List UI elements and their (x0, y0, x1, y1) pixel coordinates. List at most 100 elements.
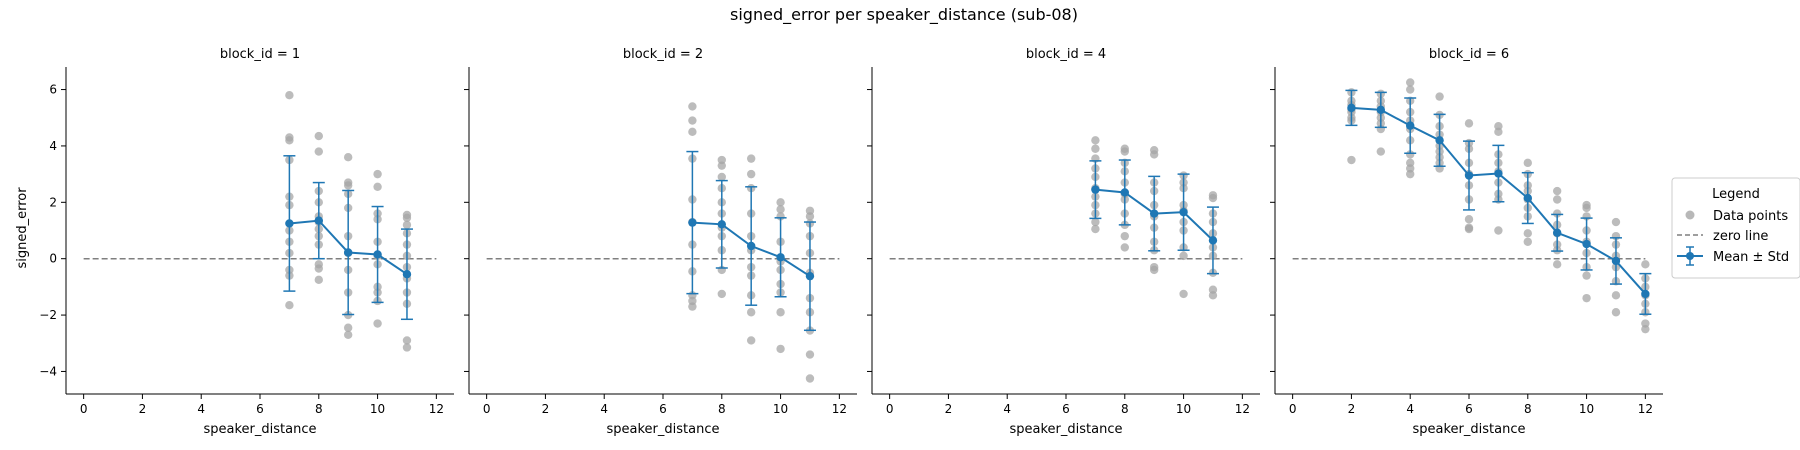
figure-title: signed_error per speaker_distance (sub-0… (730, 5, 1078, 25)
data-point (314, 147, 323, 156)
legend-entry-data-points: Data points (1713, 209, 1788, 224)
mean-marker (1552, 228, 1562, 237)
data-point (805, 350, 815, 359)
panel-title: block_id = 1 (220, 47, 300, 62)
data-point (402, 213, 412, 223)
data-point (1406, 85, 1415, 94)
data-point (285, 136, 294, 145)
mean-marker (1179, 207, 1188, 217)
data-point (285, 90, 294, 100)
facet-panel-1: block_id = 1 0 2 4 6 8 10 12 −4 −2 0 2 4 6 speaker_dis… (39, 47, 454, 437)
x-tick-label: 6 (1465, 402, 1473, 416)
x-tick-label: 12 (1235, 402, 1250, 416)
x-tick-label: 12 (832, 402, 847, 416)
data-point (776, 198, 785, 207)
data-point (1435, 92, 1444, 101)
panel-title: block_id = 6 (1429, 47, 1509, 62)
data-point (1179, 251, 1188, 261)
legend-entry-mean-std: Mean ± Std (1713, 250, 1789, 265)
mean-marker (1523, 193, 1532, 203)
data-point (1641, 324, 1650, 334)
x-axis-label: speaker_distance (204, 422, 317, 437)
data-point (343, 330, 353, 340)
x-tick-label: 8 (315, 402, 323, 416)
data-point (1552, 260, 1562, 269)
data-point (776, 308, 785, 317)
legend-data-points-marker (1685, 210, 1695, 220)
data-point (1208, 291, 1218, 300)
data-point (1582, 271, 1591, 280)
x-tick-label: 2 (945, 402, 953, 416)
x-tick-label: 10 (1579, 402, 1594, 416)
panel-title: block_id = 4 (1026, 47, 1106, 62)
data-point (1120, 231, 1129, 241)
data-point (1611, 308, 1621, 317)
mean-marker (1641, 289, 1650, 299)
mean-marker (717, 220, 726, 229)
data-point (688, 102, 697, 111)
x-tick-label: 8 (718, 402, 726, 416)
y-tick-label: 0 (49, 252, 57, 266)
data-point (1149, 150, 1159, 159)
data-point (1582, 203, 1591, 213)
data-point (1406, 150, 1415, 159)
x-tick-label: 0 (80, 402, 88, 416)
x-tick-label: 0 (1289, 402, 1297, 416)
mean-marker (1120, 188, 1129, 197)
data-point (1091, 224, 1100, 234)
data-point (717, 289, 726, 299)
panel-title: block_id = 2 (623, 47, 703, 62)
data-point (1641, 260, 1650, 269)
data-point (1376, 147, 1386, 156)
data-point (1552, 209, 1562, 218)
mean-marker (1406, 121, 1415, 130)
y-tick-label: 4 (49, 139, 57, 153)
data-point (746, 154, 756, 163)
mean-marker (805, 271, 815, 281)
x-tick-label: 12 (429, 402, 444, 416)
data-point (1611, 217, 1621, 227)
data-point (717, 161, 726, 170)
data-point (1347, 155, 1356, 165)
data-point (1494, 226, 1503, 235)
x-tick-label: 2 (542, 402, 550, 416)
legend-mean-std-marker (1686, 252, 1694, 260)
x-tick-label: 12 (1638, 402, 1653, 416)
legend-frame (1671, 177, 1800, 279)
y-tick-label: 2 (49, 195, 57, 209)
x-tick-label: 6 (256, 402, 264, 416)
x-tick-label: 4 (1406, 402, 1414, 416)
facet-panel-3: block_id = 4 0 2 4 6 8 10 12 speaker_distance (867, 47, 1260, 437)
data-point (373, 169, 382, 179)
data-point (1406, 78, 1415, 87)
legend: Legend Data points zero line Mean ± Std (1671, 177, 1800, 279)
data-point (805, 374, 815, 383)
data-point (402, 220, 412, 230)
data-point (1091, 144, 1100, 153)
x-axis-label: speaker_distance (607, 422, 720, 437)
data-point (776, 344, 785, 354)
data-point (1179, 289, 1188, 299)
data-point (402, 343, 412, 352)
data-point (805, 212, 815, 221)
x-tick-label: 0 (483, 402, 491, 416)
mean-marker (1611, 256, 1621, 266)
mean-marker (688, 218, 697, 227)
x-tick-label: 4 (600, 402, 608, 416)
x-tick-label: 6 (659, 402, 667, 416)
x-axis-label: speaker_distance (1413, 422, 1526, 437)
mean-marker (314, 216, 323, 225)
x-tick-label: 2 (139, 402, 147, 416)
data-point (1523, 229, 1532, 238)
data-point (717, 172, 726, 182)
mean-marker (776, 253, 785, 262)
data-point (688, 127, 697, 137)
data-point (688, 116, 697, 125)
legend-entry-zero-line: zero line (1713, 229, 1768, 244)
mean-marker (1376, 105, 1386, 115)
data-point (1464, 215, 1474, 224)
data-point (1552, 186, 1562, 196)
data-point (373, 319, 382, 328)
data-point (1611, 291, 1621, 300)
data-point (373, 182, 382, 192)
